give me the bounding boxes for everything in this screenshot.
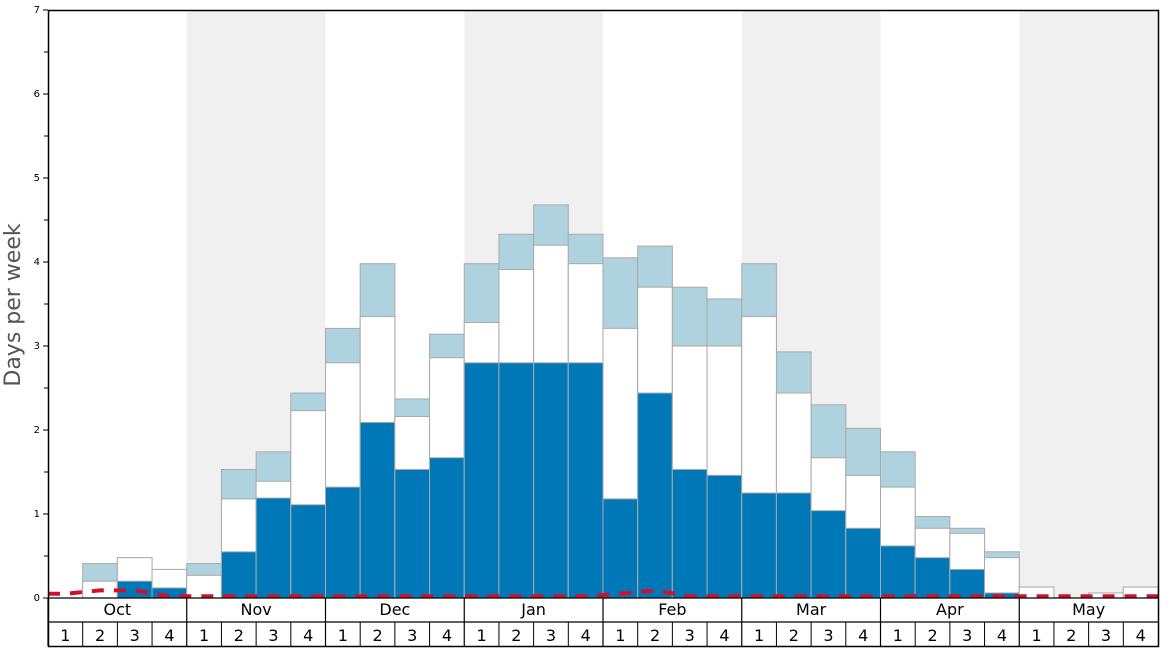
bar-dark xyxy=(429,457,465,599)
bar-dark xyxy=(775,492,812,599)
bar-dark xyxy=(498,362,535,599)
month-label: Oct xyxy=(104,600,132,619)
bar-dark xyxy=(914,557,951,599)
week-label: 3 xyxy=(407,626,417,645)
week-label: 3 xyxy=(685,626,695,645)
month-label: Dec xyxy=(379,600,410,619)
bar-dark xyxy=(533,362,569,599)
trend-line xyxy=(48,588,1158,599)
week-label: 3 xyxy=(1101,626,1111,645)
y-axis-label: Days per week xyxy=(1,223,26,386)
week-label: 2 xyxy=(789,626,799,645)
bars xyxy=(82,204,1159,599)
y-tick-label: 7 xyxy=(34,5,40,16)
y-axis: 0 1 2 3 4 5 6 7 xyxy=(34,5,48,604)
week-label: 3 xyxy=(546,626,556,645)
y-tick-label: 5 xyxy=(34,173,40,184)
week-label: 2 xyxy=(372,626,382,645)
bar-dark xyxy=(810,510,847,599)
week-label: 2 xyxy=(234,626,244,645)
y-tick-label: 3 xyxy=(34,341,40,352)
bar-dark xyxy=(325,486,361,599)
bar-dark xyxy=(671,468,708,599)
y-tick-label: 0 xyxy=(34,593,40,604)
bar-dark xyxy=(637,392,673,599)
week-label: 4 xyxy=(164,626,174,645)
bar-dark xyxy=(463,362,500,599)
bar-dark xyxy=(845,527,881,599)
bar-dark xyxy=(394,468,431,599)
x-axis: Oct 1 2 3 4 Nov 1 2 3 4 Dec 1 2 3 4 Jan 1 2 3 4 Feb 1 2 3 4 Mar 1 2… xyxy=(47,597,1158,646)
month-label: May xyxy=(1072,600,1105,619)
week-label: 1 xyxy=(1032,626,1042,645)
week-label: 2 xyxy=(650,626,660,645)
month-label: Nov xyxy=(241,600,272,619)
bar-dark xyxy=(949,568,986,599)
bar-dark xyxy=(741,492,777,599)
bar-dark xyxy=(359,421,396,599)
bar-dark xyxy=(602,498,639,599)
week-label: 2 xyxy=(927,626,937,645)
week-label: 3 xyxy=(823,626,833,645)
bar-dark xyxy=(706,474,743,599)
week-label: 3 xyxy=(962,626,972,645)
week-label: 4 xyxy=(719,626,729,645)
y-tick-label: 1 xyxy=(34,509,40,520)
y-tick-label: 6 xyxy=(34,89,40,100)
month-label: Mar xyxy=(796,600,827,619)
y-tick-label: 4 xyxy=(34,257,40,268)
bar-white xyxy=(984,557,1020,599)
bar-dark xyxy=(880,545,916,599)
week-label: 1 xyxy=(893,626,903,645)
week-label: 1 xyxy=(754,626,764,645)
bar-dark xyxy=(255,497,292,599)
week-label: 4 xyxy=(1136,626,1146,645)
week-label: 4 xyxy=(858,626,868,645)
week-label: 2 xyxy=(1066,626,1076,645)
week-label: 2 xyxy=(511,626,521,645)
month-band xyxy=(1019,10,1158,598)
week-label: 1 xyxy=(615,626,625,645)
week-label: 4 xyxy=(303,626,313,645)
plot-frame xyxy=(47,9,1160,648)
week-label: 1 xyxy=(60,626,70,645)
week-label: 3 xyxy=(268,626,278,645)
dashed-series-line xyxy=(48,588,1158,599)
month-label: Feb xyxy=(658,600,686,619)
week-label: 2 xyxy=(95,626,105,645)
week-label: 3 xyxy=(130,626,140,645)
y-tick-label: 2 xyxy=(34,425,40,436)
week-label: 4 xyxy=(581,626,591,645)
month-label: Apr xyxy=(936,600,964,619)
month-label: Jan xyxy=(520,600,546,619)
week-label: 1 xyxy=(338,626,348,645)
week-label: 1 xyxy=(199,626,209,645)
week-label: 4 xyxy=(442,626,452,645)
bar-dark xyxy=(220,551,257,599)
week-label: 1 xyxy=(477,626,487,645)
bar-dark xyxy=(290,504,326,599)
week-label: 4 xyxy=(997,626,1007,645)
bar-dark xyxy=(567,362,604,599)
